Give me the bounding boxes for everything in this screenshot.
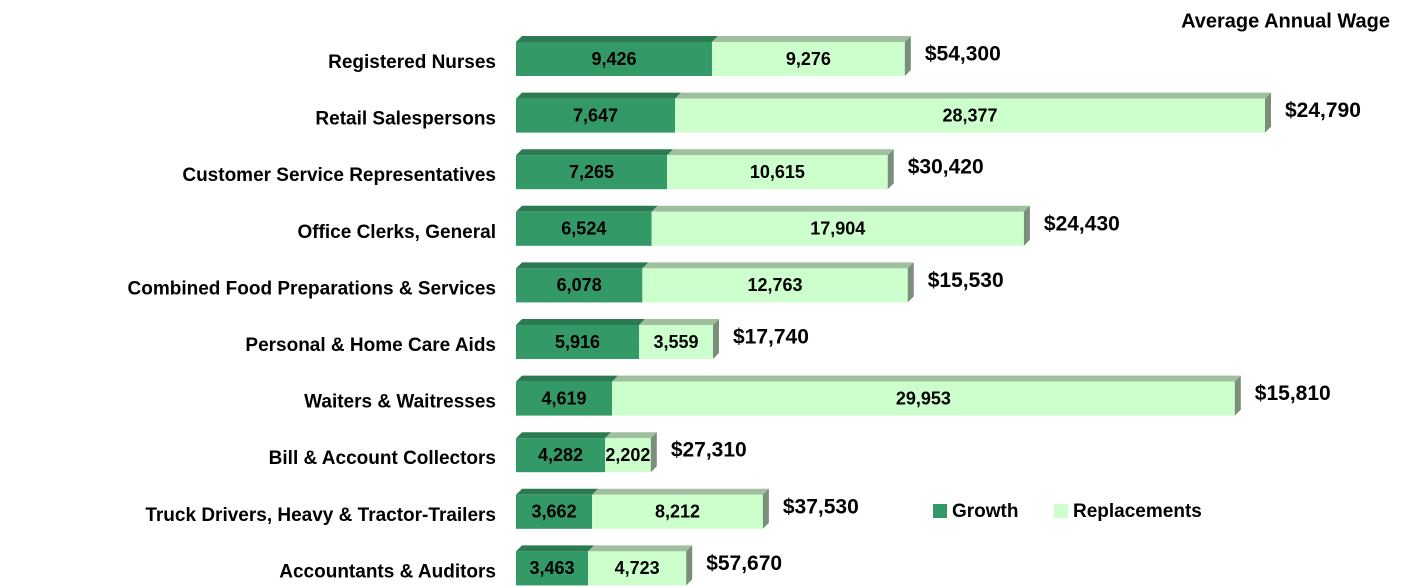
category-label: Truck Drivers, Heavy & Tractor-Trailers bbox=[145, 505, 496, 526]
wage-label: $30,420 bbox=[908, 156, 984, 179]
bar-top bbox=[516, 319, 646, 325]
bar bbox=[605, 438, 651, 473]
wage-label: $27,310 bbox=[671, 439, 747, 462]
legend-swatch bbox=[1054, 504, 1068, 518]
category-label: Combined Food Preparations & Services bbox=[128, 278, 496, 299]
bar bbox=[516, 381, 613, 416]
bar-top bbox=[516, 92, 681, 99]
bar-top bbox=[711, 36, 911, 42]
category-label: Waiters & Waitresses bbox=[304, 392, 496, 413]
wage-label: $15,810 bbox=[1255, 382, 1331, 405]
legend-label: Growth bbox=[952, 501, 1019, 522]
bar bbox=[516, 42, 712, 76]
bar-top bbox=[516, 149, 674, 156]
wage-label: $37,530 bbox=[783, 495, 859, 518]
chart-title: Average Annual Wage bbox=[1181, 10, 1390, 32]
bar-top bbox=[651, 205, 1030, 212]
bar-top bbox=[612, 375, 1241, 382]
bar bbox=[588, 551, 687, 586]
bar bbox=[612, 381, 1235, 416]
bar-side bbox=[904, 36, 911, 76]
bar bbox=[516, 98, 675, 133]
value-label: 12,763 bbox=[748, 275, 803, 295]
bar-top bbox=[639, 319, 720, 325]
value-label: 6,524 bbox=[561, 219, 606, 239]
wage-label: $15,530 bbox=[928, 269, 1004, 292]
value-label: 9,426 bbox=[591, 49, 636, 69]
bar-side bbox=[1234, 375, 1241, 416]
bar bbox=[516, 551, 589, 586]
bar-top bbox=[674, 92, 1271, 99]
bar-top bbox=[667, 149, 894, 156]
wage-label: $24,430 bbox=[1044, 212, 1120, 235]
bar-top bbox=[516, 375, 619, 382]
bar bbox=[516, 155, 668, 190]
wage-label: $54,300 bbox=[925, 43, 1001, 66]
bar bbox=[642, 268, 908, 303]
bar bbox=[711, 42, 905, 76]
bar-top bbox=[516, 488, 599, 495]
value-label: 4,282 bbox=[538, 445, 583, 465]
value-label: 4,723 bbox=[615, 558, 660, 578]
value-label: 3,662 bbox=[532, 502, 577, 522]
value-label: 9,276 bbox=[786, 49, 831, 69]
bar-top bbox=[605, 432, 657, 439]
category-label: Customer Service Representatives bbox=[182, 165, 496, 186]
bar-top bbox=[516, 205, 658, 212]
bar-top bbox=[592, 488, 769, 495]
category-label: Office Clerks, General bbox=[297, 222, 496, 243]
bar-side bbox=[907, 262, 914, 303]
value-label: 5,916 bbox=[555, 332, 600, 352]
legend-label: Replacements bbox=[1073, 501, 1202, 522]
bar-side bbox=[762, 488, 769, 529]
value-label: 2,202 bbox=[605, 445, 650, 465]
value-label: 6,078 bbox=[557, 275, 602, 295]
bar bbox=[651, 211, 1024, 246]
bar-side bbox=[650, 432, 657, 473]
bar bbox=[516, 211, 652, 246]
category-label: Accountants & Auditors bbox=[279, 561, 496, 582]
bar bbox=[516, 325, 640, 359]
value-label: 3,559 bbox=[653, 332, 698, 352]
wage-label: $57,670 bbox=[706, 552, 782, 575]
bar bbox=[516, 494, 593, 529]
bar-side bbox=[887, 149, 894, 190]
bar-side bbox=[1023, 205, 1030, 246]
bar bbox=[667, 155, 888, 190]
bar-top bbox=[516, 262, 649, 269]
bar-side bbox=[1265, 92, 1271, 133]
category-label: Registered Nurses bbox=[328, 52, 496, 73]
bar bbox=[674, 98, 1265, 133]
value-label: 7,647 bbox=[573, 105, 618, 125]
value-label: 10,615 bbox=[750, 162, 805, 182]
bar-side bbox=[686, 545, 693, 586]
value-label: 7,265 bbox=[569, 162, 614, 182]
value-label: 3,463 bbox=[529, 558, 574, 578]
bar-top bbox=[642, 262, 914, 269]
bar-top bbox=[516, 545, 595, 552]
category-label: Personal & Home Care Aids bbox=[245, 335, 496, 356]
value-label: 28,377 bbox=[942, 105, 997, 125]
bar bbox=[592, 494, 763, 529]
category-label: Bill & Account Collectors bbox=[269, 448, 496, 469]
value-label: 8,212 bbox=[655, 502, 700, 522]
value-label: 29,953 bbox=[896, 388, 951, 408]
bar-top bbox=[588, 545, 693, 552]
bar-top bbox=[516, 36, 718, 42]
bar bbox=[639, 325, 714, 359]
value-label: 4,619 bbox=[541, 388, 586, 408]
category-label: Retail Salespersons bbox=[315, 109, 496, 130]
wage-label: $24,790 bbox=[1285, 99, 1361, 122]
bar bbox=[516, 438, 606, 473]
value-label: 17,904 bbox=[810, 219, 865, 239]
bar bbox=[516, 268, 643, 303]
bar-side bbox=[713, 319, 720, 359]
wage-label: $17,740 bbox=[733, 326, 809, 349]
legend-swatch bbox=[933, 504, 947, 518]
bar-top bbox=[516, 432, 612, 439]
